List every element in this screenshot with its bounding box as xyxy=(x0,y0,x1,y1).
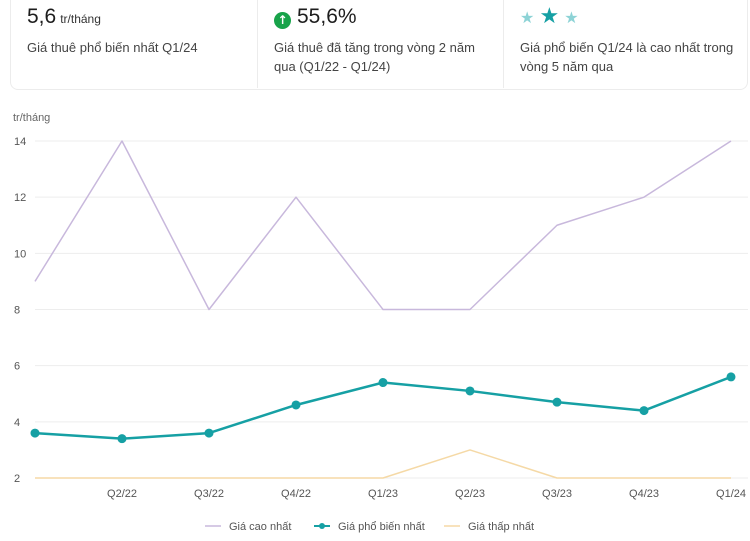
data-point[interactable] xyxy=(639,406,649,416)
y-tick-label: 8 xyxy=(14,305,20,317)
growth-value: 55,6% xyxy=(297,5,357,28)
x-tick-label: Q4/22 xyxy=(281,488,311,500)
y-tick-label: 2 xyxy=(14,473,20,485)
y-tick-label: 10 xyxy=(14,248,26,260)
data-point[interactable] xyxy=(726,372,736,382)
y-tick-label: 6 xyxy=(14,361,20,373)
star-icon: ★ xyxy=(520,8,535,27)
popular-price-unit: tr/tháng xyxy=(60,12,101,26)
popular-price-value: 5,6 xyxy=(27,5,57,28)
legend: Giá cao nhất Giá phổ biến nhất Giá thấp nh… xyxy=(205,521,534,533)
popular-price-description: Giá thuê phổ biến nhất Q1/24 xyxy=(27,40,198,55)
star-icon: ★ xyxy=(539,4,560,29)
x-tick-label: Q1/23 xyxy=(368,488,398,500)
x-tick-label: Q4/23 xyxy=(629,488,659,500)
grid-lines xyxy=(35,140,748,479)
growth-card: ↑ 55,6% Giá thuê đã tăng trong vòng 2 nă… xyxy=(257,0,503,88)
popular-price-card: 5,6 tr/tháng Giá thuê phổ biến nhất Q1/2… xyxy=(11,0,257,88)
series-line-min xyxy=(35,449,731,479)
y-tick-label: 4 xyxy=(14,417,20,429)
growth-description: Giá thuê đã tăng trong vòng 2 năm qua (Q… xyxy=(274,40,475,74)
legend-label[interactable]: Giá phổ biến nhất xyxy=(338,521,425,533)
y-axis-ticks: 2 4 6 8 10 12 14 xyxy=(14,136,26,485)
x-tick-label: Q3/22 xyxy=(194,488,224,500)
arrow-up-circle-icon: ↑ xyxy=(274,12,291,29)
y-tick-label: 14 xyxy=(14,136,26,148)
legend-label[interactable]: Giá cao nhất xyxy=(229,521,291,533)
price-line-chart: tr/tháng 2 4 6 8 10 12 14 Q2/22 Q3/22 Q4/22 Q1/23… xyxy=(13,112,748,533)
data-point[interactable] xyxy=(204,428,214,438)
star-icon: ★ xyxy=(564,8,579,27)
data-point[interactable] xyxy=(117,434,127,444)
growth-value-row: ↑ 55,6% xyxy=(274,5,357,29)
data-point[interactable] xyxy=(465,386,475,396)
x-tick-label: Q2/23 xyxy=(455,488,485,500)
summary-panel: 5,6 tr/tháng Giá thuê phổ biến nhất Q1/2… xyxy=(10,0,748,90)
x-tick-label: Q1/24 xyxy=(716,488,746,500)
data-point[interactable] xyxy=(291,400,301,410)
legend-label[interactable]: Giá thấp nhất xyxy=(468,521,534,533)
x-axis-ticks: Q2/22 Q3/22 Q4/22 Q1/23 Q2/23 Q3/23 Q4/23 Q1/24 xyxy=(107,488,746,500)
rating-stars: ★ ★ ★ xyxy=(520,6,579,29)
x-tick-label: Q2/22 xyxy=(107,488,137,500)
data-point[interactable] xyxy=(30,428,40,438)
y-axis-unit-label: tr/tháng xyxy=(13,112,50,124)
popular-price-value-row: 5,6 tr/tháng xyxy=(27,5,101,29)
series-group xyxy=(30,140,736,479)
y-tick-label: 12 xyxy=(14,192,26,204)
series-line-max xyxy=(34,140,732,311)
data-point[interactable] xyxy=(552,397,562,407)
data-point[interactable] xyxy=(378,378,388,388)
rating-description: Giá phổ biến Q1/24 là cao nhất trong vòn… xyxy=(520,40,734,74)
legend-marker xyxy=(319,523,325,529)
rating-card: ★ ★ ★ Giá phổ biến Q1/24 là cao nhất tro… xyxy=(503,0,749,88)
x-tick-label: Q3/23 xyxy=(542,488,572,500)
